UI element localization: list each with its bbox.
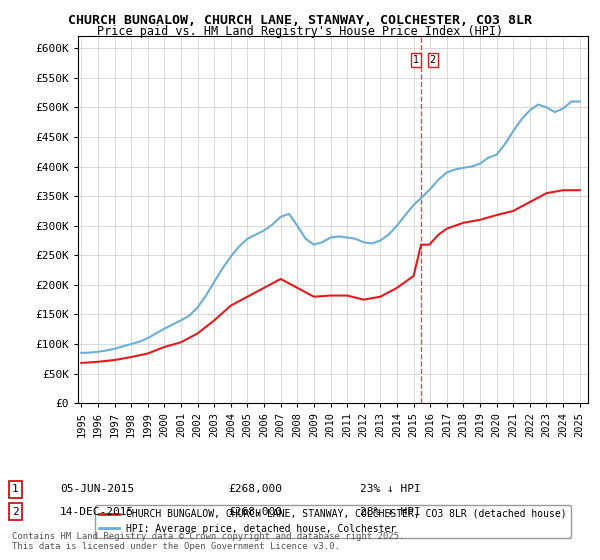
Text: Price paid vs. HM Land Registry's House Price Index (HPI): Price paid vs. HM Land Registry's House … <box>97 25 503 38</box>
Text: 1: 1 <box>413 55 419 65</box>
Text: £268,000: £268,000 <box>228 507 282 517</box>
Text: 28% ↓ HPI: 28% ↓ HPI <box>360 507 421 517</box>
Text: Contains HM Land Registry data © Crown copyright and database right 2025.
This d: Contains HM Land Registry data © Crown c… <box>12 532 404 552</box>
Text: 1: 1 <box>12 484 19 494</box>
Text: 2: 2 <box>12 507 19 517</box>
Legend: CHURCH BUNGALOW, CHURCH LANE, STANWAY, COLCHESTER, CO3 8LR (detached house), HPI: CHURCH BUNGALOW, CHURCH LANE, STANWAY, C… <box>95 505 571 538</box>
Text: 2: 2 <box>430 55 436 65</box>
Text: CHURCH BUNGALOW, CHURCH LANE, STANWAY, COLCHESTER, CO3 8LR: CHURCH BUNGALOW, CHURCH LANE, STANWAY, C… <box>68 14 532 27</box>
Text: 23% ↓ HPI: 23% ↓ HPI <box>360 484 421 494</box>
Text: £268,000: £268,000 <box>228 484 282 494</box>
Text: 14-DEC-2015: 14-DEC-2015 <box>60 507 134 517</box>
Text: 05-JUN-2015: 05-JUN-2015 <box>60 484 134 494</box>
